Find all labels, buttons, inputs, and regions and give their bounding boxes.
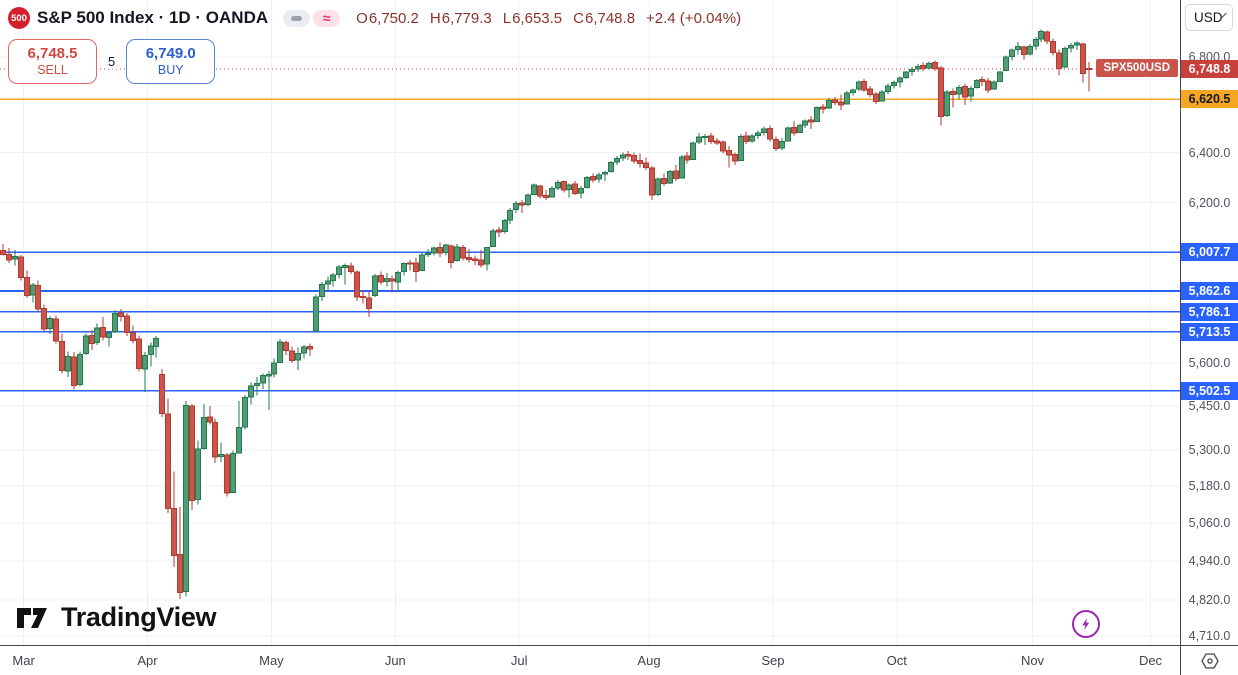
buy-label: BUY — [157, 63, 184, 77]
sell-price: 6,748.5 — [27, 45, 78, 62]
level-price-badge: 5,502.5 — [1181, 381, 1238, 400]
time-tick-dec: Dec — [1138, 653, 1163, 668]
sell-label: SELL — [37, 63, 68, 77]
open-label: O — [356, 9, 368, 27]
buy-price: 6,749.0 — [145, 45, 196, 62]
market-status-chips[interactable]: ≈ — [283, 9, 341, 27]
time-tick-jun: Jun — [384, 653, 406, 668]
sell-button[interactable]: 6,748.5 SELL — [8, 39, 97, 84]
price-tick: 5,300.0 — [1188, 443, 1231, 458]
price-tick: 6,200.0 — [1188, 195, 1231, 210]
close-value: 6,748.8 — [584, 9, 636, 27]
level-price-badge: 5,786.1 — [1181, 302, 1238, 321]
price-tick: 5,450.0 — [1188, 399, 1231, 414]
time-tick-aug: Aug — [637, 653, 661, 668]
level-price-badge: 5,862.6 — [1181, 281, 1238, 300]
chart-pane[interactable]: 500 S&P 500 Index · 1D · OANDA ≈ O 6,750.… — [0, 0, 1180, 645]
delayed-data-chip[interactable]: ≈ — [313, 9, 341, 27]
sp500-logo-icon: 500 — [8, 7, 30, 29]
price-tick: 6,400.0 — [1188, 145, 1231, 160]
time-tick-jul: Jul — [510, 653, 528, 668]
hexagon-settings-icon — [1200, 652, 1219, 669]
symbol-title[interactable]: S&P 500 Index · 1D · OANDA — [37, 8, 269, 27]
low-label: L — [502, 9, 512, 27]
low-value: 6,653.5 — [512, 9, 563, 27]
chart-legend: 500 S&P 500 Index · 1D · OANDA ≈ O 6,750.… — [8, 6, 741, 84]
tradingview-watermark-text: TradingView — [61, 602, 217, 632]
currency-value: USD — [1194, 10, 1223, 25]
instant-trading-button[interactable] — [1072, 610, 1100, 638]
ohlc-readout: O 6,750.2 H 6,779.3 L 6,653.5 C 6,748.8 +2.4… — [356, 10, 741, 27]
time-tick-may: May — [259, 653, 284, 668]
price-tick: 4,940.0 — [1188, 554, 1231, 569]
minus-icon — [291, 15, 303, 21]
level-price-badge: 5,713.5 — [1181, 322, 1238, 341]
time-tick-sep: Sep — [761, 653, 785, 668]
open-value: 6,750.2 — [368, 9, 419, 27]
close-label: C — [573, 9, 584, 27]
price-tick: 5,060.0 — [1188, 516, 1231, 531]
axis-settings-button[interactable] — [1180, 645, 1238, 675]
time-axis[interactable]: Mar Apr May Jun Jul Aug Sep Oct Nov Dec — [0, 645, 1180, 675]
price-tick: 5,600.0 — [1188, 356, 1231, 371]
price-line-symbol-label: SPX500USD — [1095, 59, 1178, 78]
approx-icon: ≈ — [322, 10, 331, 26]
trade-panel: 6,748.5 SELL 5 6,749.0 BUY — [8, 39, 741, 84]
tradingview-logo-icon — [17, 607, 47, 628]
change-value: +2.4 (+0.04%) — [646, 9, 742, 27]
price-tick: 5,180.0 — [1188, 479, 1231, 494]
time-tick-oct: Oct — [886, 653, 907, 668]
market-closed-chip[interactable] — [283, 9, 311, 27]
high-label: H — [429, 9, 441, 27]
buy-button[interactable]: 6,749.0 BUY — [126, 39, 216, 84]
spread-value: 5 — [106, 54, 118, 69]
currency-selector[interactable]: USD — [1185, 4, 1233, 31]
lightning-icon — [1082, 618, 1090, 630]
high-value: 6,779.3 — [441, 9, 492, 27]
price-tick: 4,710.0 — [1188, 629, 1231, 644]
time-tick-apr: Apr — [137, 653, 158, 668]
price-tick: 4,820.0 — [1188, 592, 1231, 607]
last-price-badge: 6,748.8 — [1181, 59, 1238, 78]
candlestick-chart[interactable] — [0, 0, 1180, 645]
alert-level-badge: 6,620.5 — [1181, 90, 1238, 109]
time-tick-nov: Nov — [1020, 653, 1045, 668]
price-axis[interactable]: USD 6,800.0 6,400.0 6,200.0 5,600.0 5,450.0 5… — [1180, 0, 1238, 645]
tradingview-watermark[interactable]: TradingView — [16, 602, 217, 633]
time-tick-mar: Mar — [12, 653, 35, 668]
level-price-badge: 6,007.7 — [1181, 243, 1238, 262]
